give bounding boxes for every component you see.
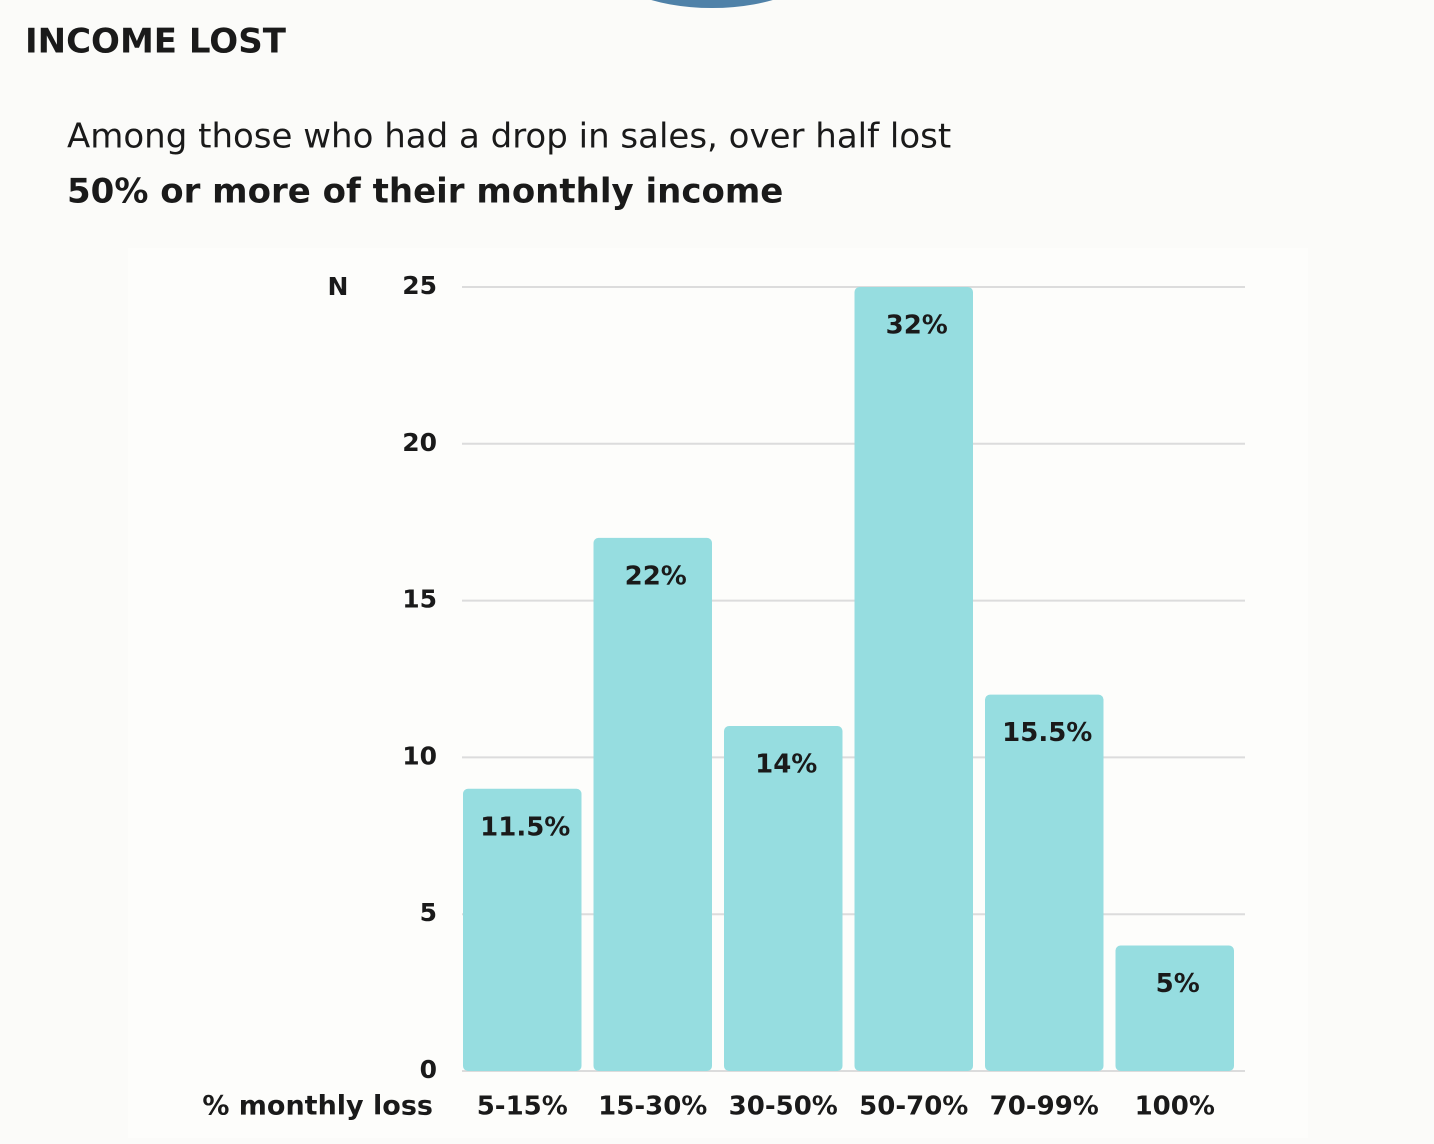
x-tick-label: 15-30% — [598, 1092, 707, 1122]
chart-subtitle-bold: 50% or more of their monthly income — [67, 172, 783, 212]
chart-subtitle: Among those who had a drop in sales, ove… — [67, 117, 951, 157]
x-tick-label: 70-99% — [990, 1092, 1099, 1122]
bar — [985, 694, 1104, 1071]
y-tick-label: 20 — [402, 428, 437, 457]
decoration — [651, 0, 773, 8]
y-tick-label: 15 — [402, 585, 437, 614]
value-label: 14% — [755, 750, 817, 780]
y-tick-label: 25 — [402, 271, 437, 300]
bar — [724, 726, 843, 1071]
chart-panel — [128, 248, 1308, 1138]
value-label: 11.5% — [480, 812, 570, 842]
value-label: 5% — [1156, 969, 1200, 999]
y-axis-label: N — [328, 272, 349, 301]
bar — [854, 287, 973, 1071]
x-tick-label: 5-15% — [477, 1092, 568, 1122]
chart-title: INCOME LOST — [25, 22, 287, 62]
y-tick-label: 0 — [420, 1055, 437, 1084]
bar — [593, 537, 712, 1071]
x-tick-label: 30-50% — [729, 1092, 838, 1122]
bar — [1115, 945, 1234, 1071]
bar — [463, 788, 582, 1071]
y-tick-label: 10 — [402, 741, 437, 770]
value-label: 22% — [625, 561, 687, 591]
x-axis-label: % monthly loss — [202, 1091, 433, 1122]
value-label: 32% — [886, 311, 948, 341]
x-tick-label: 50-70% — [859, 1092, 968, 1122]
x-tick-label: 100% — [1135, 1092, 1215, 1122]
value-label: 15.5% — [1002, 718, 1092, 748]
y-tick-label: 5 — [420, 898, 437, 927]
